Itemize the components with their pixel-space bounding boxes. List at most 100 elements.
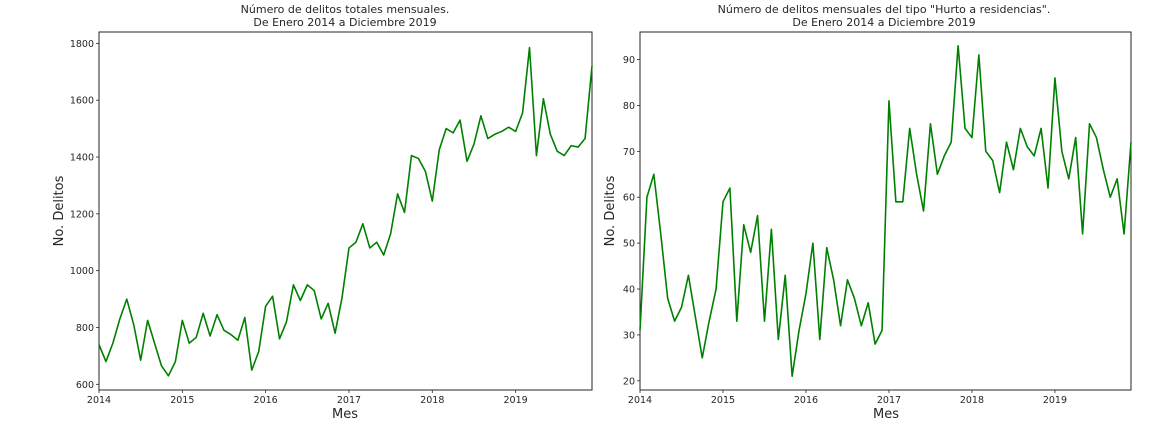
chart-left-data-point <box>368 246 371 249</box>
chart-right-data-point <box>881 329 884 332</box>
chart-left-data-point <box>139 359 142 362</box>
chart-left-data-point <box>243 316 246 319</box>
chart-right-data-point <box>964 127 967 130</box>
chart-right-data-point <box>708 320 711 323</box>
chart-left-x-tick-label: 2015 <box>170 395 194 406</box>
chart-right-data-point <box>1060 150 1063 153</box>
chart-left-data-point <box>306 283 309 286</box>
chart-left-data-point <box>250 369 253 372</box>
chart-left-data-point <box>174 360 177 363</box>
chart-right-series-line <box>639 44 1132 378</box>
chart-right-x-tick-label: 2017 <box>877 395 901 406</box>
chart-left-data-point <box>452 131 455 134</box>
chart-left-data-point <box>403 211 406 214</box>
chart-left-data-point <box>521 111 524 114</box>
chart-left-data-point <box>542 97 545 100</box>
chart-left-data-point <box>167 374 170 377</box>
chart-right-y-tick-label: 40 <box>623 285 635 296</box>
chart-left-y-tick-label: 1800 <box>70 39 94 50</box>
chart-right-x-axis-label: Mes <box>873 407 899 422</box>
chart-right-data-point <box>860 324 863 327</box>
chart-right-y-tick-label: 50 <box>623 239 635 250</box>
chart-right-data-point <box>915 173 918 176</box>
chart-left-subtitle: De Enero 2014 a Diciembre 2019 <box>253 16 436 29</box>
chart-right-data-point <box>1047 187 1050 190</box>
chart-right-data-point <box>1033 154 1036 157</box>
chart-right-y-tick-label: 20 <box>623 376 635 387</box>
chart-right-data-point <box>694 315 697 318</box>
chart-right-data-point <box>943 154 946 157</box>
chart-right-data-point <box>756 214 759 217</box>
chart-left-data-point <box>125 298 128 301</box>
chart-left-data-point <box>535 154 538 157</box>
chart-right-y-tick-label: 60 <box>623 193 635 204</box>
chart-right-data-point <box>804 292 807 295</box>
chart-left-data-point <box>486 137 489 140</box>
chart-right-data-point <box>1067 177 1070 180</box>
chart-right-data-point <box>977 53 980 56</box>
chart-right-data-point <box>777 338 780 341</box>
chart-right-data-point <box>970 136 973 139</box>
chart-left-data-point <box>507 126 510 129</box>
chart-right-data-point <box>784 274 787 277</box>
chart-left-data-point <box>278 337 281 340</box>
chart-right-data-point <box>639 329 642 332</box>
chart-right-data-point <box>1074 136 1077 139</box>
chart-left-data-point <box>132 323 135 326</box>
chart-right-x-ticks: 2014 2015 2016 2017 2018 2019 <box>628 390 1067 406</box>
chart-right-data-point <box>1012 168 1015 171</box>
chart-left-data-point <box>104 360 107 363</box>
chart-left-data-point <box>382 254 385 257</box>
chart-left-data-point <box>222 329 225 332</box>
chart-right-data-point <box>818 338 821 341</box>
chart-right-title: Número de delitos mensuales del tipo "Hu… <box>718 3 1051 16</box>
chart-right-data-point <box>701 356 704 359</box>
chart-left-data-point <box>584 137 587 140</box>
chart-left-data-point <box>236 339 239 342</box>
chart-left-title: Número de delitos totales mensuales. <box>241 3 450 16</box>
chart-right-data-point <box>853 297 856 300</box>
chart-right-y-tick-label: 70 <box>623 147 635 158</box>
chart-left-data-point <box>396 192 399 195</box>
chart-left-data-point <box>389 232 392 235</box>
chart-right-data-point <box>1040 127 1043 130</box>
chart-left-data-point <box>188 342 191 345</box>
chart-right-data-point <box>659 232 662 235</box>
chart-left-data-point <box>493 133 496 136</box>
chart-left-data-point <box>216 313 219 316</box>
chart-right-data-point <box>1081 232 1084 235</box>
chart-right-y-tick-label: 80 <box>623 101 635 112</box>
chart-right-data-point <box>687 274 690 277</box>
chart-left-y-axis-label: No. Delitos <box>52 175 67 246</box>
chart-left-data-point <box>479 114 482 117</box>
chart-right-data-point <box>680 306 683 309</box>
chart-left-data-point <box>424 170 427 173</box>
chart-left-data-point <box>327 302 330 305</box>
chart-left-data-point <box>410 154 413 157</box>
chart-right-data-point <box>936 173 939 176</box>
chart-right-subtitle: De Enero 2014 a Diciembre 2019 <box>792 16 975 29</box>
chart-right-data-point <box>1123 232 1126 235</box>
chart-left-data-point <box>472 143 475 146</box>
chart-right: Número de delitos mensuales del tipo "Hu… <box>603 3 1132 422</box>
chart-left-data-point <box>257 350 260 353</box>
chart-right-data-point <box>825 246 828 249</box>
chart-left-data-point <box>264 305 267 308</box>
chart-left-data-point <box>153 342 156 345</box>
chart-left-x-ticks: 2014 2015 2016 2017 2018 2019 <box>87 390 528 406</box>
chart-right-data-point <box>721 200 724 203</box>
chart-right-data-point <box>950 141 953 144</box>
chart-left-data-point <box>285 320 288 323</box>
chart-left-data-point <box>299 299 302 302</box>
chart-left-plot-area <box>98 31 593 391</box>
chart-right-data-point <box>798 329 801 332</box>
chart-left-data-point <box>271 295 274 298</box>
chart-left-data-point <box>431 200 434 203</box>
chart-right-data-point <box>652 173 655 176</box>
chart-left-data-point <box>181 319 184 322</box>
chart-left-data-point <box>292 283 295 286</box>
chart-right-data-point <box>832 278 835 281</box>
chart-left-y-tick-label: 800 <box>76 323 94 334</box>
chart-left-data-point <box>98 343 101 346</box>
